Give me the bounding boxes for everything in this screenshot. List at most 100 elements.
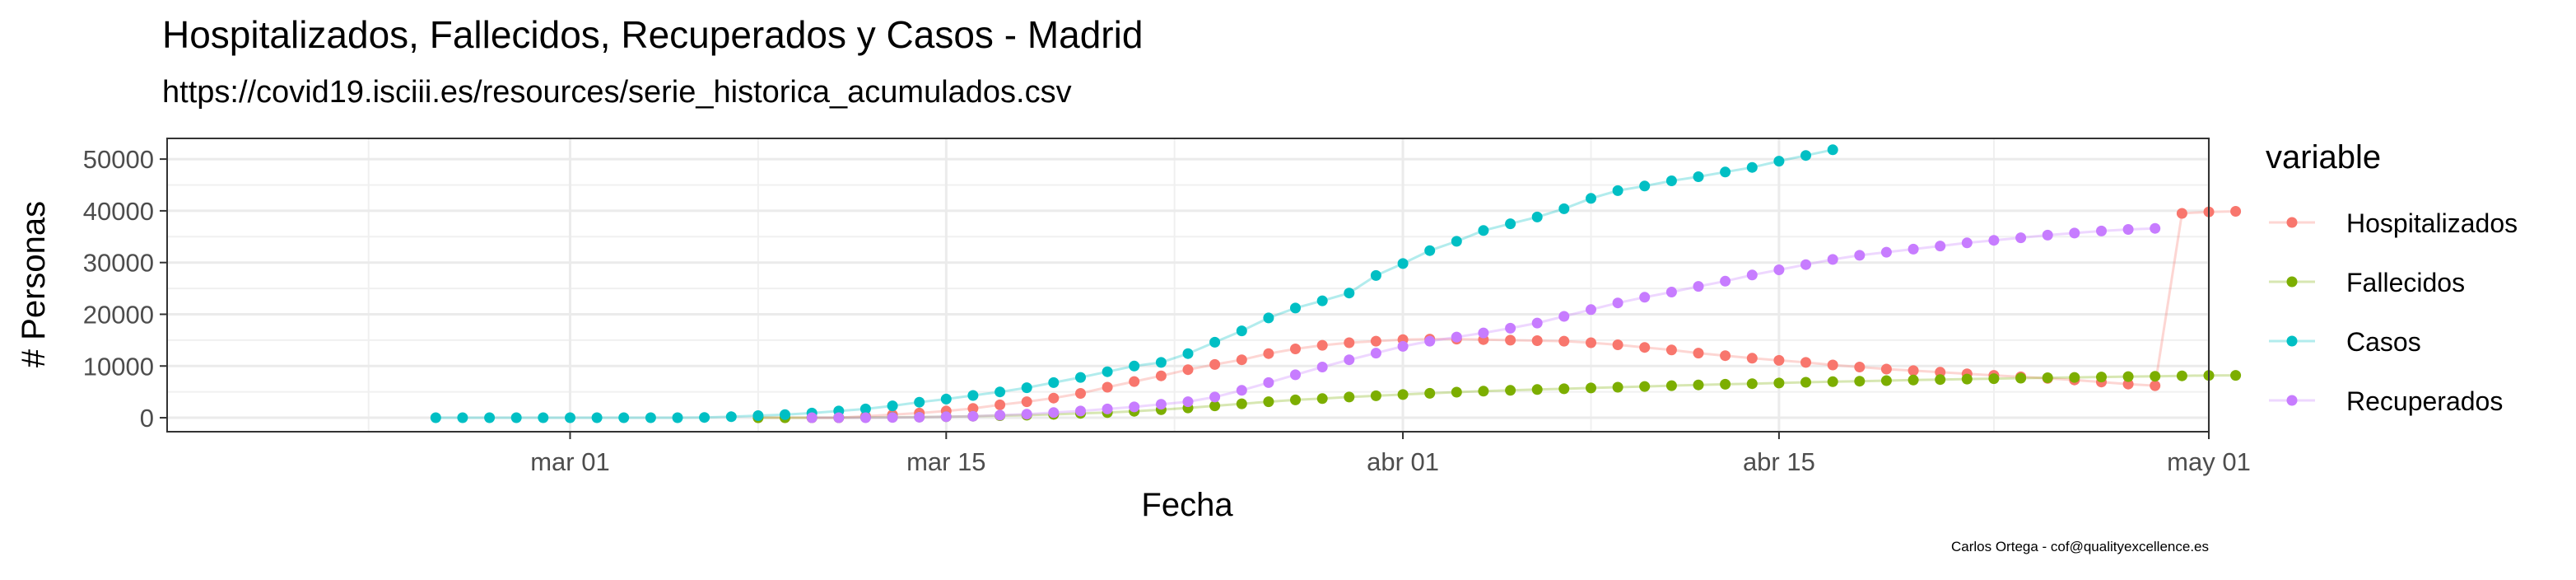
- data-point: [1209, 336, 1221, 348]
- data-point: [538, 412, 549, 423]
- data-point: [1693, 171, 1704, 182]
- panel-border: [166, 138, 2210, 433]
- series-casos: [430, 144, 1838, 423]
- data-point: [1639, 342, 1651, 353]
- data-point: [967, 390, 979, 401]
- chart-caption: Carlos Ortega - cof@qualityexcellence.es: [1951, 539, 2209, 554]
- data-point: [1209, 400, 1221, 412]
- y-axis-title: # Personas: [16, 201, 52, 367]
- data-point: [1424, 245, 1436, 256]
- y-tick-label: 40000: [83, 197, 154, 226]
- data-point: [1665, 344, 1677, 356]
- data-point: [1316, 339, 1328, 351]
- data-point: [914, 396, 925, 408]
- data-point: [1639, 381, 1651, 392]
- data-point: [1720, 275, 1731, 287]
- data-point: [1854, 250, 1866, 261]
- data-point: [1478, 386, 1489, 397]
- grid-major: [167, 138, 2210, 432]
- data-point: [1720, 166, 1731, 178]
- panel-background: [167, 138, 2209, 432]
- data-point: [2150, 371, 2161, 382]
- data-point: [1290, 369, 1301, 381]
- data-point: [1370, 269, 1381, 281]
- data-point: [1344, 354, 1355, 366]
- data-point: [2015, 232, 2027, 244]
- data-point: [2042, 229, 2053, 241]
- y-tick-label: 30000: [83, 249, 154, 278]
- y-tick-label: 0: [140, 404, 154, 433]
- data-point: [887, 412, 898, 423]
- data-point: [1075, 388, 1086, 399]
- data-point: [1531, 335, 1543, 346]
- x-tick-label: abr 01: [1367, 447, 1439, 476]
- data-point: [1263, 348, 1274, 359]
- x-tick-label: mar 15: [906, 447, 985, 476]
- legend-key-point: [2286, 335, 2298, 347]
- data-point: [1935, 241, 1946, 252]
- data-point: [1236, 385, 1247, 396]
- series-layer: [430, 144, 2242, 423]
- data-point: [1961, 237, 1973, 249]
- data-point: [1880, 363, 1892, 375]
- y-tick-label: 20000: [83, 300, 154, 329]
- legend-label: Hospitalizados: [2346, 208, 2518, 238]
- data-point: [1263, 396, 1274, 408]
- data-point: [780, 409, 790, 420]
- data-point: [1800, 377, 1811, 388]
- legend-label: Casos: [2346, 327, 2421, 357]
- data-point: [806, 412, 818, 423]
- data-point: [1639, 180, 1651, 192]
- data-point: [2015, 372, 2027, 384]
- data-point: [1800, 259, 1811, 270]
- data-point: [1880, 246, 1892, 258]
- data-point: [1773, 156, 1785, 167]
- data-point: [1316, 393, 1328, 405]
- data-point: [1961, 373, 1973, 385]
- data-point: [1693, 348, 1704, 359]
- data-point: [1344, 391, 1355, 403]
- data-point: [1773, 264, 1785, 275]
- data-point: [1344, 288, 1355, 299]
- data-point: [591, 412, 603, 423]
- series-recuperados: [806, 222, 2161, 423]
- data-point: [1531, 317, 1543, 329]
- data-point: [1048, 377, 1060, 388]
- data-point: [1021, 382, 1032, 394]
- legend-title: variable: [2266, 139, 2381, 175]
- data-point: [1048, 407, 1060, 419]
- data-point: [1586, 382, 1596, 394]
- data-point: [1720, 378, 1731, 390]
- data-point: [1155, 357, 1167, 368]
- data-point: [1558, 203, 1570, 214]
- data-point: [1370, 348, 1381, 359]
- legend-item-recuperados: Recuperados: [2269, 386, 2503, 416]
- data-point: [1209, 391, 1221, 403]
- data-point: [2069, 372, 2080, 383]
- data-point: [859, 403, 871, 414]
- data-point: [995, 399, 1006, 410]
- data-point: [1021, 409, 1032, 420]
- data-point: [1290, 302, 1301, 314]
- data-point: [1129, 401, 1140, 413]
- data-point: [1693, 379, 1704, 391]
- data-point: [430, 412, 441, 423]
- data-point: [1827, 254, 1838, 265]
- plot-panel: [166, 138, 2242, 433]
- data-point: [672, 412, 683, 423]
- data-point: [1424, 335, 1436, 347]
- x-tick-label: mar 01: [530, 447, 609, 476]
- data-point: [1935, 374, 1946, 386]
- legend-items: Hospitalizados Fallecidos Casos Recuperados: [2269, 208, 2518, 416]
- data-point: [967, 410, 979, 422]
- data-point: [1316, 362, 1328, 372]
- data-point: [1988, 373, 2000, 385]
- legend-item-hospitalizados: Hospitalizados: [2269, 208, 2518, 238]
- y-tick-label: 50000: [83, 145, 154, 174]
- data-point: [1102, 403, 1113, 414]
- data-point: [1370, 390, 1381, 401]
- data-point: [1773, 377, 1785, 389]
- data-point: [1209, 358, 1221, 370]
